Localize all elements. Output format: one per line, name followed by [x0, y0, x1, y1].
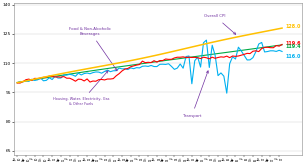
Text: 119.4: 119.4: [286, 44, 301, 49]
Text: Housing, Water, Electricity, Gas
& Other Fuels: Housing, Water, Electricity, Gas & Other…: [53, 71, 110, 106]
Text: 116.0: 116.0: [286, 54, 301, 59]
Text: 128.0: 128.0: [286, 24, 301, 29]
Text: Transport: Transport: [183, 71, 208, 118]
Text: 119.6: 119.6: [286, 41, 301, 46]
Text: Overall CPI: Overall CPI: [204, 14, 236, 34]
Text: Food & Non-Alcoholic
Beverages: Food & Non-Alcoholic Beverages: [69, 27, 117, 71]
